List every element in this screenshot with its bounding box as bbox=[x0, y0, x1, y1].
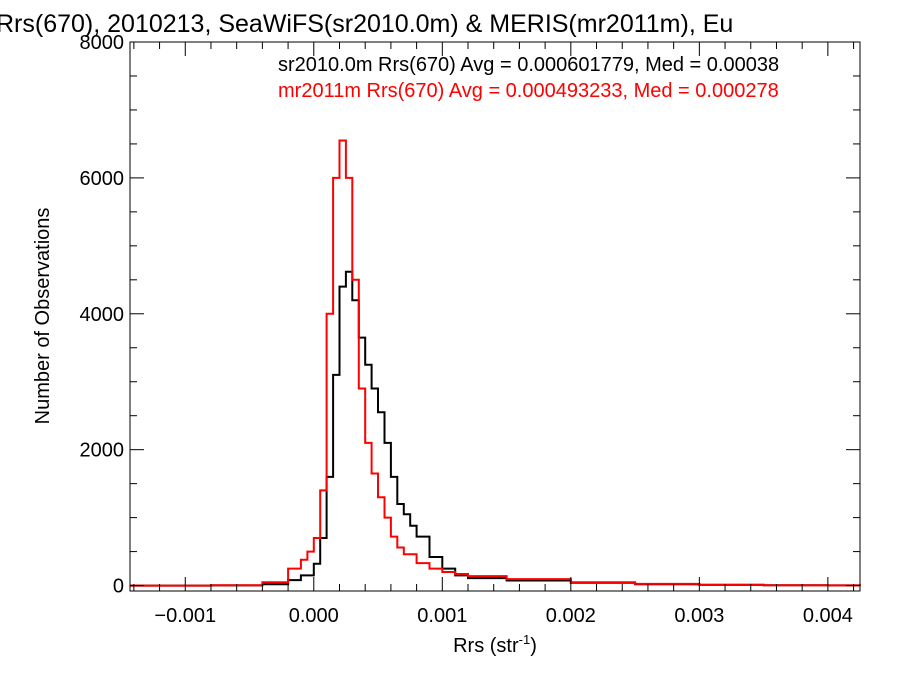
y-tick-label: 0 bbox=[113, 576, 124, 598]
x-tick-label: −0.001 bbox=[154, 605, 216, 627]
plot-frame bbox=[129, 41, 861, 592]
axis-ticks bbox=[130, 41, 860, 591]
x-tick-label: 0.003 bbox=[674, 605, 724, 627]
x-tick-labels: −0.001 0.000 0.001 0.002 0.003 0.004 bbox=[154, 605, 853, 627]
series-layer bbox=[130, 139, 861, 587]
y-tick-label: 2000 bbox=[80, 440, 125, 462]
y-axis-label: Number of Observations bbox=[32, 208, 54, 425]
y-tick-labels: 0 2000 4000 6000 8000 bbox=[80, 32, 125, 598]
x-axis-label-text: Rrs (str bbox=[453, 635, 519, 657]
series-line-0 bbox=[130, 270, 861, 587]
y-tick-label: 4000 bbox=[80, 304, 125, 326]
x-tick-label: 0.001 bbox=[417, 605, 467, 627]
legend-entry-mr2011m: mr2011m Rrs(670) Avg = 0.000493233, Med … bbox=[278, 80, 779, 102]
x-axis-label: Rrs (str-1) bbox=[453, 632, 537, 657]
x-tick-label: 0.004 bbox=[803, 605, 853, 627]
x-tick-label: 0.000 bbox=[289, 605, 339, 627]
x-tick-label: 0.002 bbox=[546, 605, 596, 627]
legend-entry-sr2010: sr2010.0m Rrs(670) Avg = 0.000601779, Me… bbox=[278, 54, 779, 76]
y-tick-label: 6000 bbox=[80, 168, 125, 190]
x-axis-label-superscript: -1 bbox=[519, 632, 531, 647]
y-tick-label: 8000 bbox=[80, 32, 125, 54]
chart-title: Rrs(670), 2010213, SeaWiFS(sr2010.0m) & … bbox=[0, 10, 733, 38]
legend: sr2010.0m Rrs(670) Avg = 0.000601779, Me… bbox=[278, 54, 779, 102]
series-line-1 bbox=[130, 139, 861, 587]
x-axis-label-close: ) bbox=[530, 635, 537, 657]
